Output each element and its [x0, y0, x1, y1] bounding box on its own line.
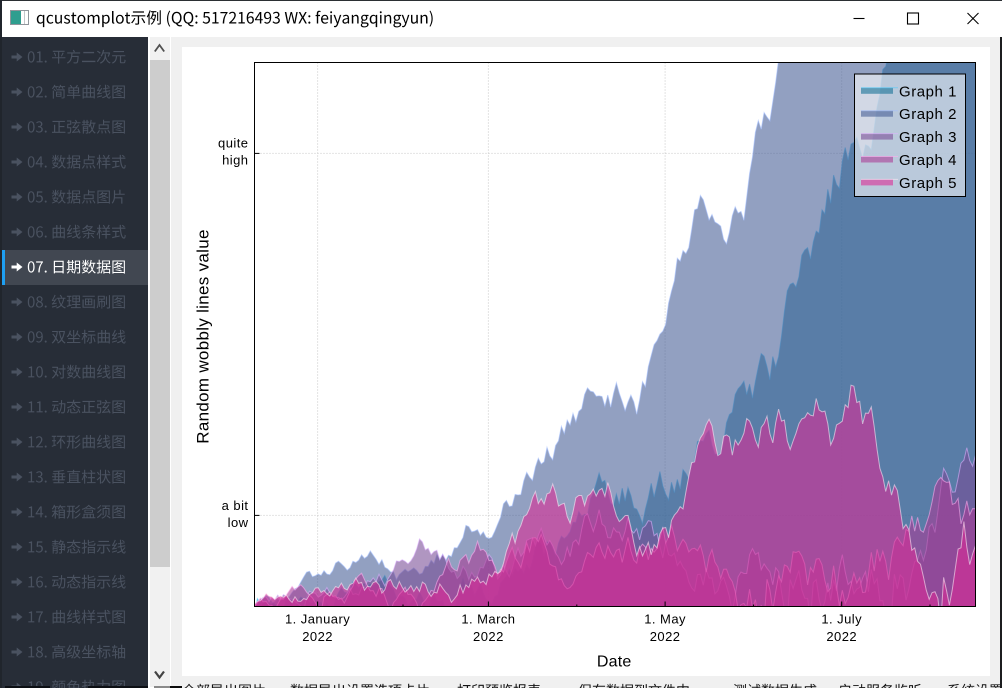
svg-text:2022: 2022: [650, 629, 681, 644]
svg-text:2022: 2022: [826, 629, 857, 644]
svg-text:Graph 3: Graph 3: [899, 129, 957, 146]
svg-text:2022: 2022: [302, 629, 333, 644]
svg-text:Random wobbly lines value: Random wobbly lines value: [193, 229, 212, 443]
svg-text:Graph 4: Graph 4: [899, 152, 957, 169]
svg-text:Graph 1: Graph 1: [899, 83, 957, 100]
svg-text:1. July: 1. July: [821, 611, 862, 626]
svg-text:Date: Date: [597, 654, 632, 671]
svg-text:1. March: 1. March: [461, 611, 515, 626]
svg-text:2022: 2022: [473, 629, 504, 644]
svg-text:1. May: 1. May: [644, 611, 686, 626]
svg-text:low: low: [228, 515, 249, 530]
svg-text:high: high: [222, 153, 248, 168]
svg-text:1. January: 1. January: [285, 611, 350, 626]
svg-text:Graph 5: Graph 5: [899, 175, 957, 192]
svg-text:quite: quite: [218, 136, 248, 151]
svg-text:a bit: a bit: [222, 498, 249, 513]
svg-text:Graph 2: Graph 2: [899, 106, 957, 123]
